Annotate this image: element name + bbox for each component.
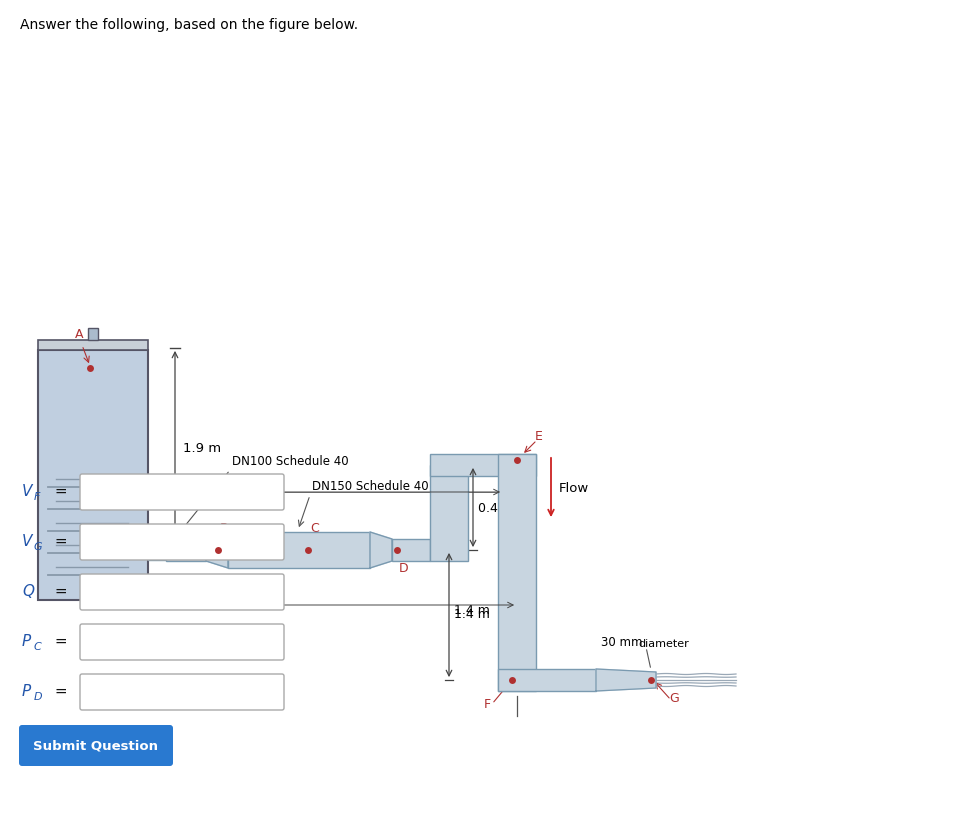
Text: D: D [34, 692, 43, 702]
Text: DN150 Schedule 40: DN150 Schedule 40 [312, 480, 428, 493]
Text: =: = [50, 685, 68, 699]
Text: Flow: Flow [559, 482, 589, 495]
Bar [166, 539, 206, 561]
Text: D: D [399, 562, 408, 575]
Polygon shape [370, 532, 392, 568]
Text: G: G [34, 542, 43, 552]
Bar [148, 540, 166, 560]
Bar [430, 454, 536, 476]
FancyBboxPatch shape [80, 524, 284, 560]
Bar [498, 669, 596, 691]
Bar [88, 328, 98, 340]
Text: Answer the following, based on the figure below.: Answer the following, based on the figur… [20, 18, 358, 32]
Bar [228, 532, 370, 568]
Text: 1.4 m: 1.4 m [454, 604, 489, 617]
Text: C: C [310, 522, 318, 535]
FancyBboxPatch shape [80, 574, 284, 610]
Text: diameter: diameter [638, 639, 688, 649]
Text: =: = [50, 484, 68, 500]
FancyBboxPatch shape [80, 674, 284, 710]
Text: P: P [22, 635, 32, 649]
Bar [430, 465, 468, 561]
Text: F: F [34, 492, 40, 502]
Bar [38, 340, 148, 350]
Text: C: C [34, 642, 42, 652]
Polygon shape [206, 532, 228, 568]
Text: V: V [22, 484, 33, 500]
Text: B: B [220, 522, 228, 535]
Text: F: F [484, 698, 491, 711]
Text: A: A [75, 328, 83, 341]
Text: G: G [669, 692, 679, 705]
Bar [392, 539, 430, 561]
FancyBboxPatch shape [19, 725, 173, 766]
Bar [498, 454, 536, 691]
Text: 1.4 m: 1.4 m [454, 609, 489, 622]
Text: DN100 Schedule 40: DN100 Schedule 40 [232, 455, 349, 468]
FancyBboxPatch shape [80, 624, 284, 660]
FancyBboxPatch shape [80, 474, 284, 510]
Text: 30 mm: 30 mm [601, 636, 642, 649]
Text: =: = [50, 635, 68, 649]
Text: P: P [22, 685, 32, 699]
Polygon shape [596, 669, 656, 691]
Text: 0.4 m: 0.4 m [478, 501, 514, 515]
Bar [38, 350, 148, 600]
Text: V: V [22, 534, 33, 550]
Text: Q: Q [22, 585, 34, 600]
Text: Submit Question: Submit Question [33, 739, 159, 753]
Text: =: = [50, 585, 68, 600]
Text: 1.9 m: 1.9 m [183, 443, 221, 456]
Text: =: = [50, 534, 68, 550]
Text: E: E [535, 430, 543, 443]
